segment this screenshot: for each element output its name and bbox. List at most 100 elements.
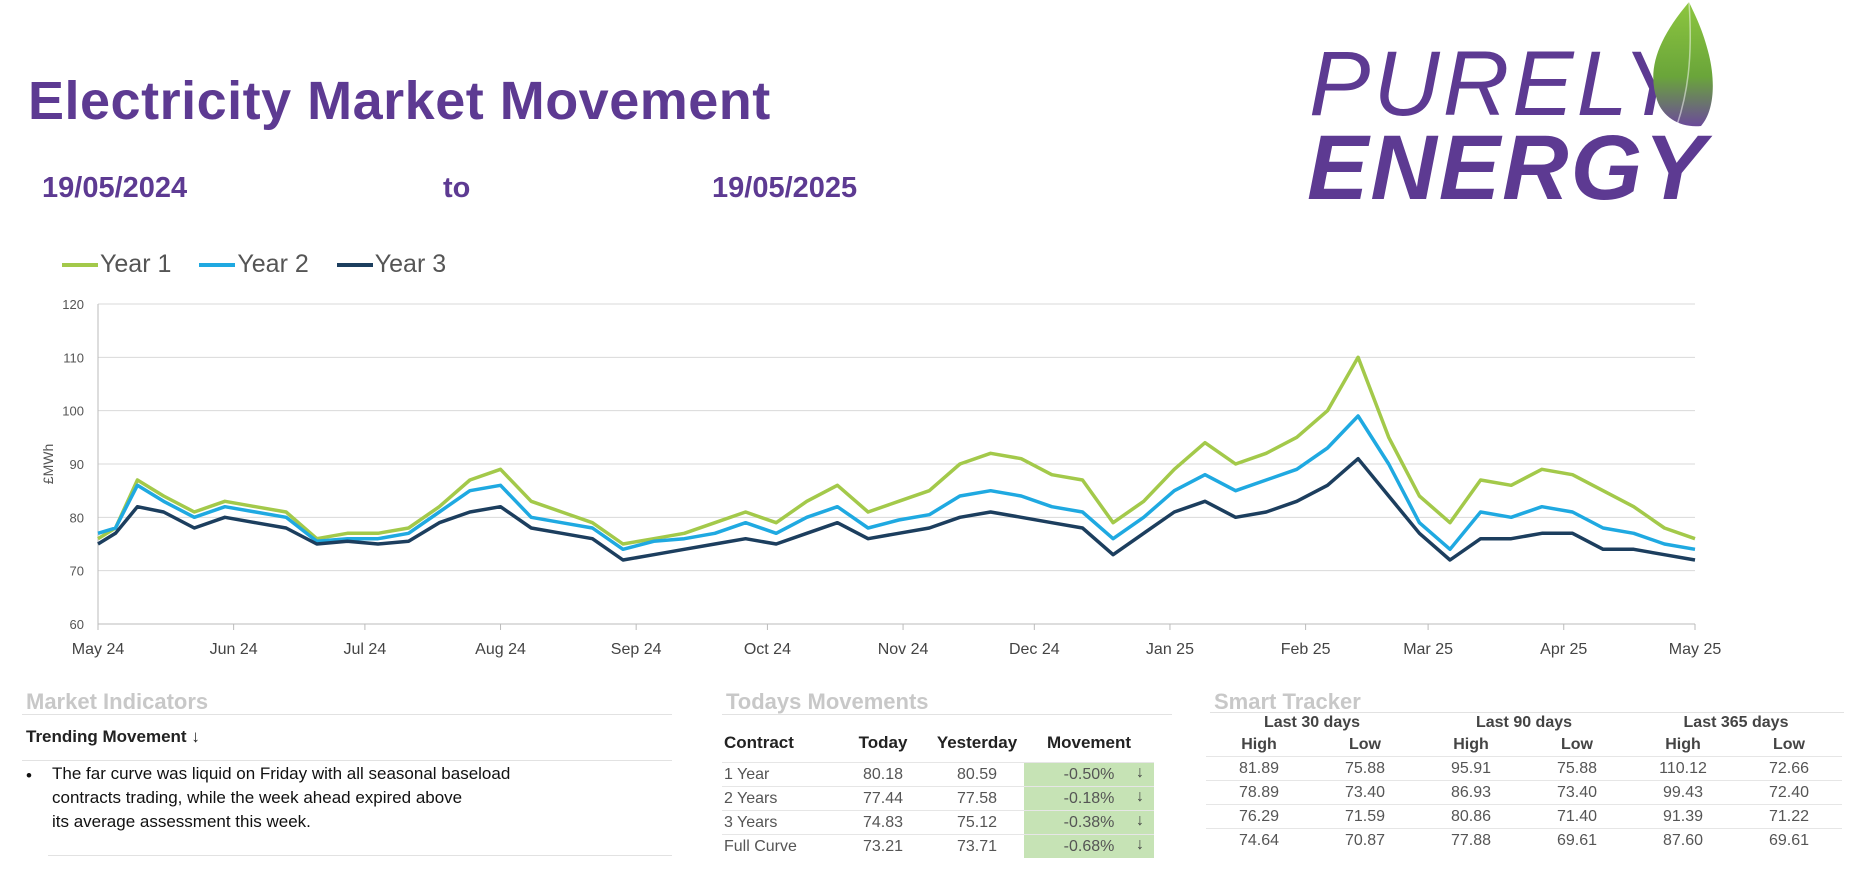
legend-swatch-year1 — [62, 262, 98, 267]
x-tick-label: Sep 24 — [611, 641, 662, 658]
divider — [722, 714, 1172, 715]
subheader-high: High — [1418, 734, 1524, 757]
table-row: 1 Year 80.18 80.59 -0.50% ↓ — [722, 762, 1154, 787]
arrow-down-icon: ↓ — [1136, 764, 1144, 781]
legend-item-year1: Year 1 — [62, 250, 171, 279]
x-tick-label: Dec 24 — [1009, 641, 1060, 658]
table-cell: 75.88 — [1312, 756, 1418, 781]
table-cell: 70.87 — [1312, 828, 1418, 852]
table-cell: 76.29 — [1206, 804, 1312, 829]
y-tick-label: 110 — [63, 350, 84, 365]
indicator-line: its average assessment this week. — [52, 812, 311, 831]
cell-contract: 1 Year — [722, 762, 836, 787]
x-tick-label: Apr 25 — [1540, 641, 1587, 658]
table-row: 76.29 71.59 80.86 71.40 91.39 71.22 — [1206, 804, 1842, 829]
date-from: 19/05/2024 — [42, 172, 188, 204]
x-tick-label: May 24 — [72, 641, 125, 658]
column-header: Movement — [1046, 733, 1132, 752]
todays-movements-title: Todays Movements — [726, 689, 929, 714]
todays-movements-table: Contract Today Yesterday Movement 1 Year… — [722, 724, 1154, 858]
date-to: 19/05/2025 — [712, 172, 858, 204]
x-tick-label: Jan 25 — [1146, 641, 1194, 658]
y-axis-label: £MWh — [40, 444, 56, 484]
cell-contract: 2 Years — [722, 786, 836, 811]
column-header: Today — [858, 733, 908, 752]
legend-label-year3: Year 3 — [374, 250, 447, 278]
table-cell: 72.66 — [1736, 756, 1842, 781]
cell-movement: -0.50% ↓ — [1024, 762, 1154, 787]
market-indicator-text: The far curve was liquid on Friday with … — [52, 762, 532, 834]
line-chart: 60 70 80 90 100 110 120 £MWh May 24 Jun 24 Jul 24 A… — [40, 297, 1722, 658]
cell-yesterday: 77.58 — [930, 786, 1024, 811]
x-tick-label: May 25 — [1669, 641, 1722, 658]
legend-label-year2: Year 2 — [237, 250, 309, 278]
series-line-year-2 — [97, 414, 1696, 552]
legend-item-year3: Year 3 — [336, 250, 447, 279]
subheader-low: Low — [1524, 734, 1630, 757]
subheader-row: High Low High Low High Low — [1206, 734, 1842, 757]
cell-today: 73.21 — [836, 834, 930, 858]
arrow-down-icon: ↓ — [191, 727, 200, 746]
table-cell: 91.39 — [1630, 804, 1736, 829]
cell-today: 74.83 — [836, 810, 930, 835]
legend-swatch-year2 — [199, 262, 236, 267]
cell-movement: -0.18% ↓ — [1024, 786, 1154, 811]
table-cell: 80.86 — [1418, 804, 1524, 829]
logo-text-energy: ENERGY — [1307, 117, 1708, 219]
y-tick-label: 60 — [70, 617, 84, 632]
table-cell: 71.22 — [1736, 804, 1842, 829]
y-tick-label: 90 — [70, 457, 84, 472]
cell-movement: -0.38% ↓ — [1024, 810, 1154, 835]
arrow-down-icon: ↓ — [1136, 812, 1144, 829]
subheader-low: Low — [1736, 734, 1842, 757]
table-row: Full Curve 73.21 73.71 -0.68% ↓ — [722, 834, 1154, 858]
table-cell: 86.93 — [1418, 780, 1524, 805]
indicator-line: contracts trading, while the week ahead … — [52, 788, 463, 807]
table-header-row: Contract Today Yesterday Movement — [722, 724, 1154, 763]
table-cell: 71.59 — [1312, 804, 1418, 829]
table-cell: 74.64 — [1206, 828, 1312, 852]
bullet-icon: • — [26, 766, 32, 785]
y-tick-label: 80 — [70, 510, 84, 525]
column-header: Yesterday — [936, 733, 1018, 752]
arrow-down-icon: ↓ — [1136, 836, 1144, 853]
series-line-year-3 — [97, 456, 1696, 562]
divider — [48, 855, 672, 856]
smart-tracker-title: Smart Tracker — [1214, 689, 1361, 714]
trending-movement-text: Trending Movement — [26, 727, 187, 746]
y-tick-label: 120 — [62, 297, 84, 312]
table-row: 81.89 75.88 95.91 75.88 110.12 72.66 — [1206, 756, 1842, 781]
table-cell: 71.40 — [1524, 804, 1630, 829]
table-cell: 87.60 — [1630, 828, 1736, 852]
table-cell: 99.43 — [1630, 780, 1736, 805]
table-row: 74.64 70.87 77.88 69.61 87.60 69.61 — [1206, 828, 1842, 852]
y-tick-label: 100 — [62, 404, 84, 419]
x-tick-label: Nov 24 — [878, 641, 929, 658]
movement-value: -0.68% — [1063, 837, 1115, 855]
table-cell: 72.40 — [1736, 780, 1842, 805]
column-header: Contract — [724, 733, 794, 752]
movement-value: -0.50% — [1063, 765, 1115, 783]
period-header: Last 365 days — [1683, 714, 1789, 731]
cell-movement: -0.68% ↓ — [1024, 834, 1154, 858]
market-indicators-title: Market Indicators — [26, 689, 209, 714]
subheader-high: High — [1206, 734, 1312, 757]
divider — [22, 760, 672, 761]
logo-text-purely: PURELY — [1309, 33, 1687, 135]
legend-item-year2: Year 2 — [199, 250, 309, 279]
table-cell: 81.89 — [1206, 756, 1312, 781]
table-cell: 73.40 — [1524, 780, 1630, 805]
table-cell: 78.89 — [1206, 780, 1312, 805]
subheader-high: High — [1630, 734, 1736, 757]
table-row: 2 Years 77.44 77.58 -0.18% ↓ — [722, 786, 1154, 811]
cell-contract: Full Curve — [722, 834, 836, 858]
period-header-row: Last 30 days Last 90 days Last 365 days — [1206, 712, 1842, 734]
chart-legend: Year 1 Year 2 Year 3 — [62, 250, 446, 279]
x-tick-label: Mar 25 — [1403, 641, 1453, 658]
page-title: Electricity Market Movement — [28, 71, 771, 131]
table-cell: 75.88 — [1524, 756, 1630, 781]
subheader-low: Low — [1312, 734, 1418, 757]
cell-today: 77.44 — [836, 786, 930, 811]
table-cell: 95.91 — [1418, 756, 1524, 781]
legend-swatch-year3 — [336, 262, 373, 267]
